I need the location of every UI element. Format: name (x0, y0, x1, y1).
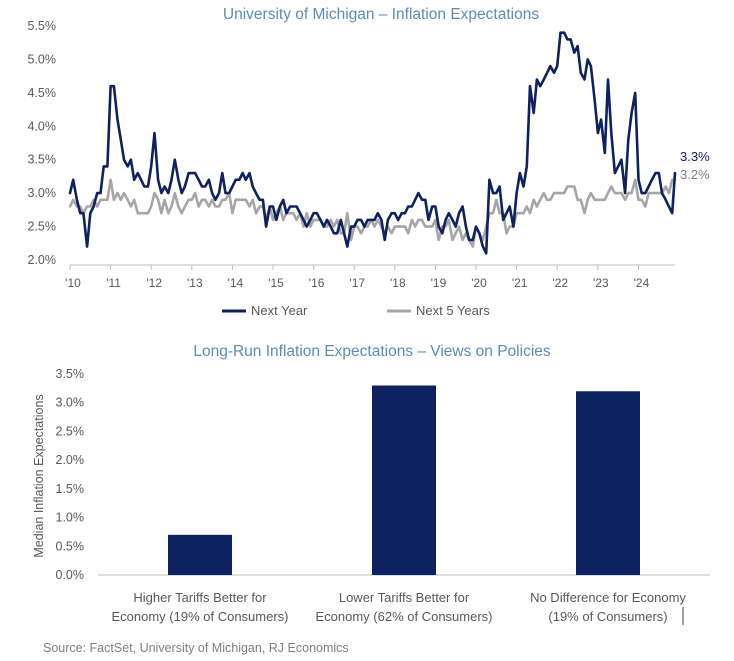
legend-label-next-year: Next Year (251, 303, 308, 318)
line-chart-title: University of Michigan – Inflation Expec… (223, 6, 539, 23)
line-y-tick-label: 3.0% (28, 186, 57, 200)
legend-label-next-5-years: Next 5 Years (416, 303, 490, 318)
bar-category-label: No Difference for Economy (530, 590, 686, 605)
bar-y-tick-label: 1.0% (56, 511, 85, 525)
line-x-tick-label: '23 (593, 276, 609, 290)
line-x-tick-label: '13 (187, 276, 203, 290)
line-x-tick-label: '19 (431, 276, 447, 290)
line-legend: Next Year Next 5 Years (222, 303, 490, 318)
bar-chart-title: Long-Run Inflation Expectations – Views … (193, 343, 551, 360)
bar-y-tick-label: 3.5% (56, 367, 85, 381)
line-x-tick-label: '17 (349, 276, 365, 290)
bar-3 (576, 391, 640, 575)
next-5-years-end-label: 3.2% (680, 167, 710, 182)
line-x-tick-label: '21 (512, 276, 528, 290)
line-y-tick-label: 4.0% (28, 119, 57, 133)
line-y-tick-label: 5.5% (28, 19, 57, 33)
bar-category-label: Higher Tariffs Better for (133, 590, 267, 605)
bar-y-tick-label: 0.0% (56, 568, 85, 582)
bar-y-tick-label: 1.5% (56, 482, 85, 496)
bar-category-label: Lower Tariffs Better for (339, 590, 470, 605)
bar-y-axis-label: Median Inflation Expectations (32, 394, 46, 557)
line-y-axis: 2.0% 2.5% 3.0% 3.5% 4.0% 4.5% 5.0% 5.5% (28, 19, 57, 267)
source-note: Source: FactSet, University of Michigan,… (43, 641, 349, 655)
line-x-tick-label: '15 (268, 276, 284, 290)
line-x-axis: '10 '11 '12 '13 '14 '15 '16 '17 '18 '19 '20 '21 '22 '… (65, 265, 650, 290)
bar-y-axis: 0.0% 0.5% 1.0% 1.5% 2.0% 2.5% 3.0% 3.5% (56, 367, 85, 582)
line-x-tick-label: '16 (309, 276, 325, 290)
bar-y-tick-label: 0.5% (56, 539, 85, 553)
bar-1 (168, 534, 232, 575)
line-y-tick-label: 3.5% (28, 153, 57, 167)
bar-y-tick-label: 3.0% (56, 396, 85, 410)
line-x-tick-label: '20 (471, 276, 487, 290)
bar-x-axis: Higher Tariffs Better for Economy (19% of… (111, 590, 686, 624)
bar-category-label: Economy (62% of Consumers) (315, 609, 492, 624)
line-x-tick-label: '18 (390, 276, 406, 290)
line-x-tick-label: '14 (228, 276, 244, 290)
bar-category-label: (19% of Consumers) (548, 609, 667, 624)
next-year-series-line (68, 31, 677, 255)
line-y-tick-label: 4.5% (28, 86, 57, 100)
bar-category-label: Economy (19% of Consumers) (111, 609, 288, 624)
next-year-end-label: 3.3% (680, 149, 710, 164)
line-x-tick-label: '10 (65, 276, 81, 290)
bar-chart: Long-Run Inflation Expectations – Views … (32, 343, 710, 625)
bar-y-tick-label: 2.5% (56, 424, 85, 438)
line-x-tick-label: '24 (634, 276, 650, 290)
line-x-tick-label: '11 (106, 276, 121, 290)
bar-2 (372, 385, 436, 575)
line-chart: University of Michigan – Inflation Expec… (28, 6, 711, 318)
line-x-tick-label: '12 (146, 276, 162, 290)
next-5-years-series-line (68, 178, 677, 248)
bar-group (168, 385, 640, 575)
line-x-tick-label: '22 (552, 276, 568, 290)
line-y-tick-label: 5.0% (28, 52, 57, 66)
line-y-tick-label: 2.5% (28, 220, 57, 234)
line-series-group (68, 31, 677, 255)
line-y-tick-label: 2.0% (28, 253, 57, 267)
bar-y-tick-label: 2.0% (56, 453, 85, 467)
